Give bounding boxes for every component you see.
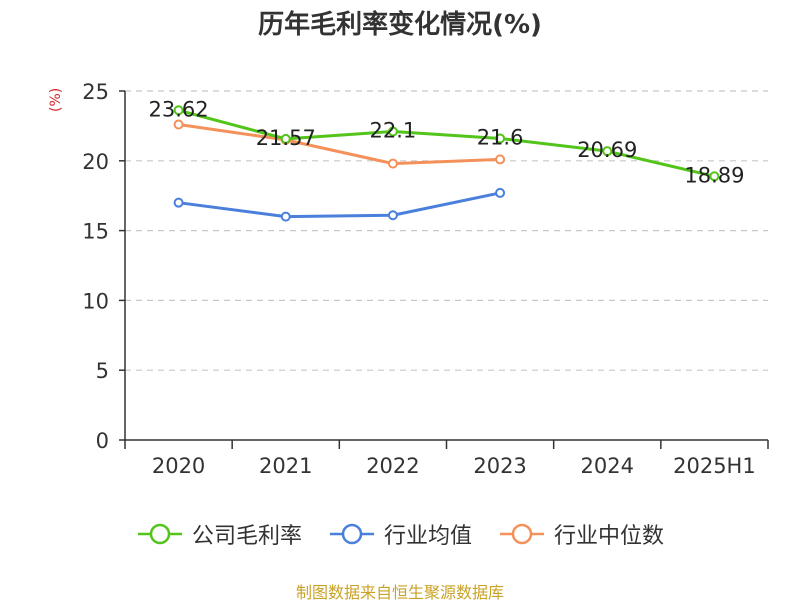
data-point [387, 126, 398, 137]
data-point [173, 119, 184, 130]
legend-label: 行业均值 [383, 524, 472, 549]
x-tick-label: 2024 [581, 454, 634, 478]
data-point [173, 105, 184, 116]
legend-item[interactable]: 行业均值 [328, 518, 472, 550]
legend-label: 行业中位数 [554, 524, 665, 549]
x-tick-label: 2022 [366, 454, 419, 478]
legend-circle [341, 523, 363, 545]
legend-marker-icon [137, 523, 182, 545]
data-label: 21.57 [256, 126, 316, 150]
data-point [709, 171, 720, 182]
data-point [387, 158, 398, 169]
data-point [173, 197, 184, 208]
data-point [280, 211, 291, 222]
legend-marker-icon [329, 523, 374, 545]
legend-label: 公司毛利率 [191, 524, 302, 549]
series-line [177, 108, 716, 178]
legend-circle [511, 523, 533, 545]
data-label: 21.6 [477, 125, 524, 149]
y-tick-label: 10 [82, 289, 109, 313]
data-source-note: 制图数据来自恒生聚源数据库 [295, 583, 504, 600]
legend-item[interactable]: 行业中位数 [498, 518, 664, 550]
data-point [495, 154, 506, 165]
y-tick-label: 20 [82, 150, 109, 174]
x-tick-label: 2025H1 [673, 454, 756, 478]
data-label: 22.1 [370, 118, 417, 142]
data-label: 20.69 [577, 138, 637, 162]
data-point [602, 146, 613, 157]
legend-item[interactable]: 公司毛利率 [136, 518, 302, 550]
y-tick-label: 5 [96, 359, 109, 383]
chart-legend: 公司毛利率 行业均值 行业中位数 [0, 518, 800, 550]
x-tick-label: 2020 [152, 454, 205, 478]
series-line [177, 191, 502, 219]
legend-marker-icon [500, 523, 544, 545]
legend-circle [149, 523, 171, 545]
y-tick-label: 25 [82, 80, 109, 104]
y-tick-label: 15 [82, 220, 109, 244]
x-tick-label: 2023 [473, 454, 526, 478]
chart-title: 历年毛利率变化情况(%) [258, 10, 542, 40]
data-point [495, 187, 506, 198]
data-label: 23.62 [149, 97, 209, 121]
x-tick-label: 2021 [259, 454, 312, 478]
y-tick-label: 0 [96, 429, 109, 453]
data-point [387, 210, 398, 221]
series-line [177, 123, 502, 166]
data-point [280, 133, 291, 144]
data-point [495, 133, 506, 144]
data-label: 18.89 [684, 163, 744, 187]
